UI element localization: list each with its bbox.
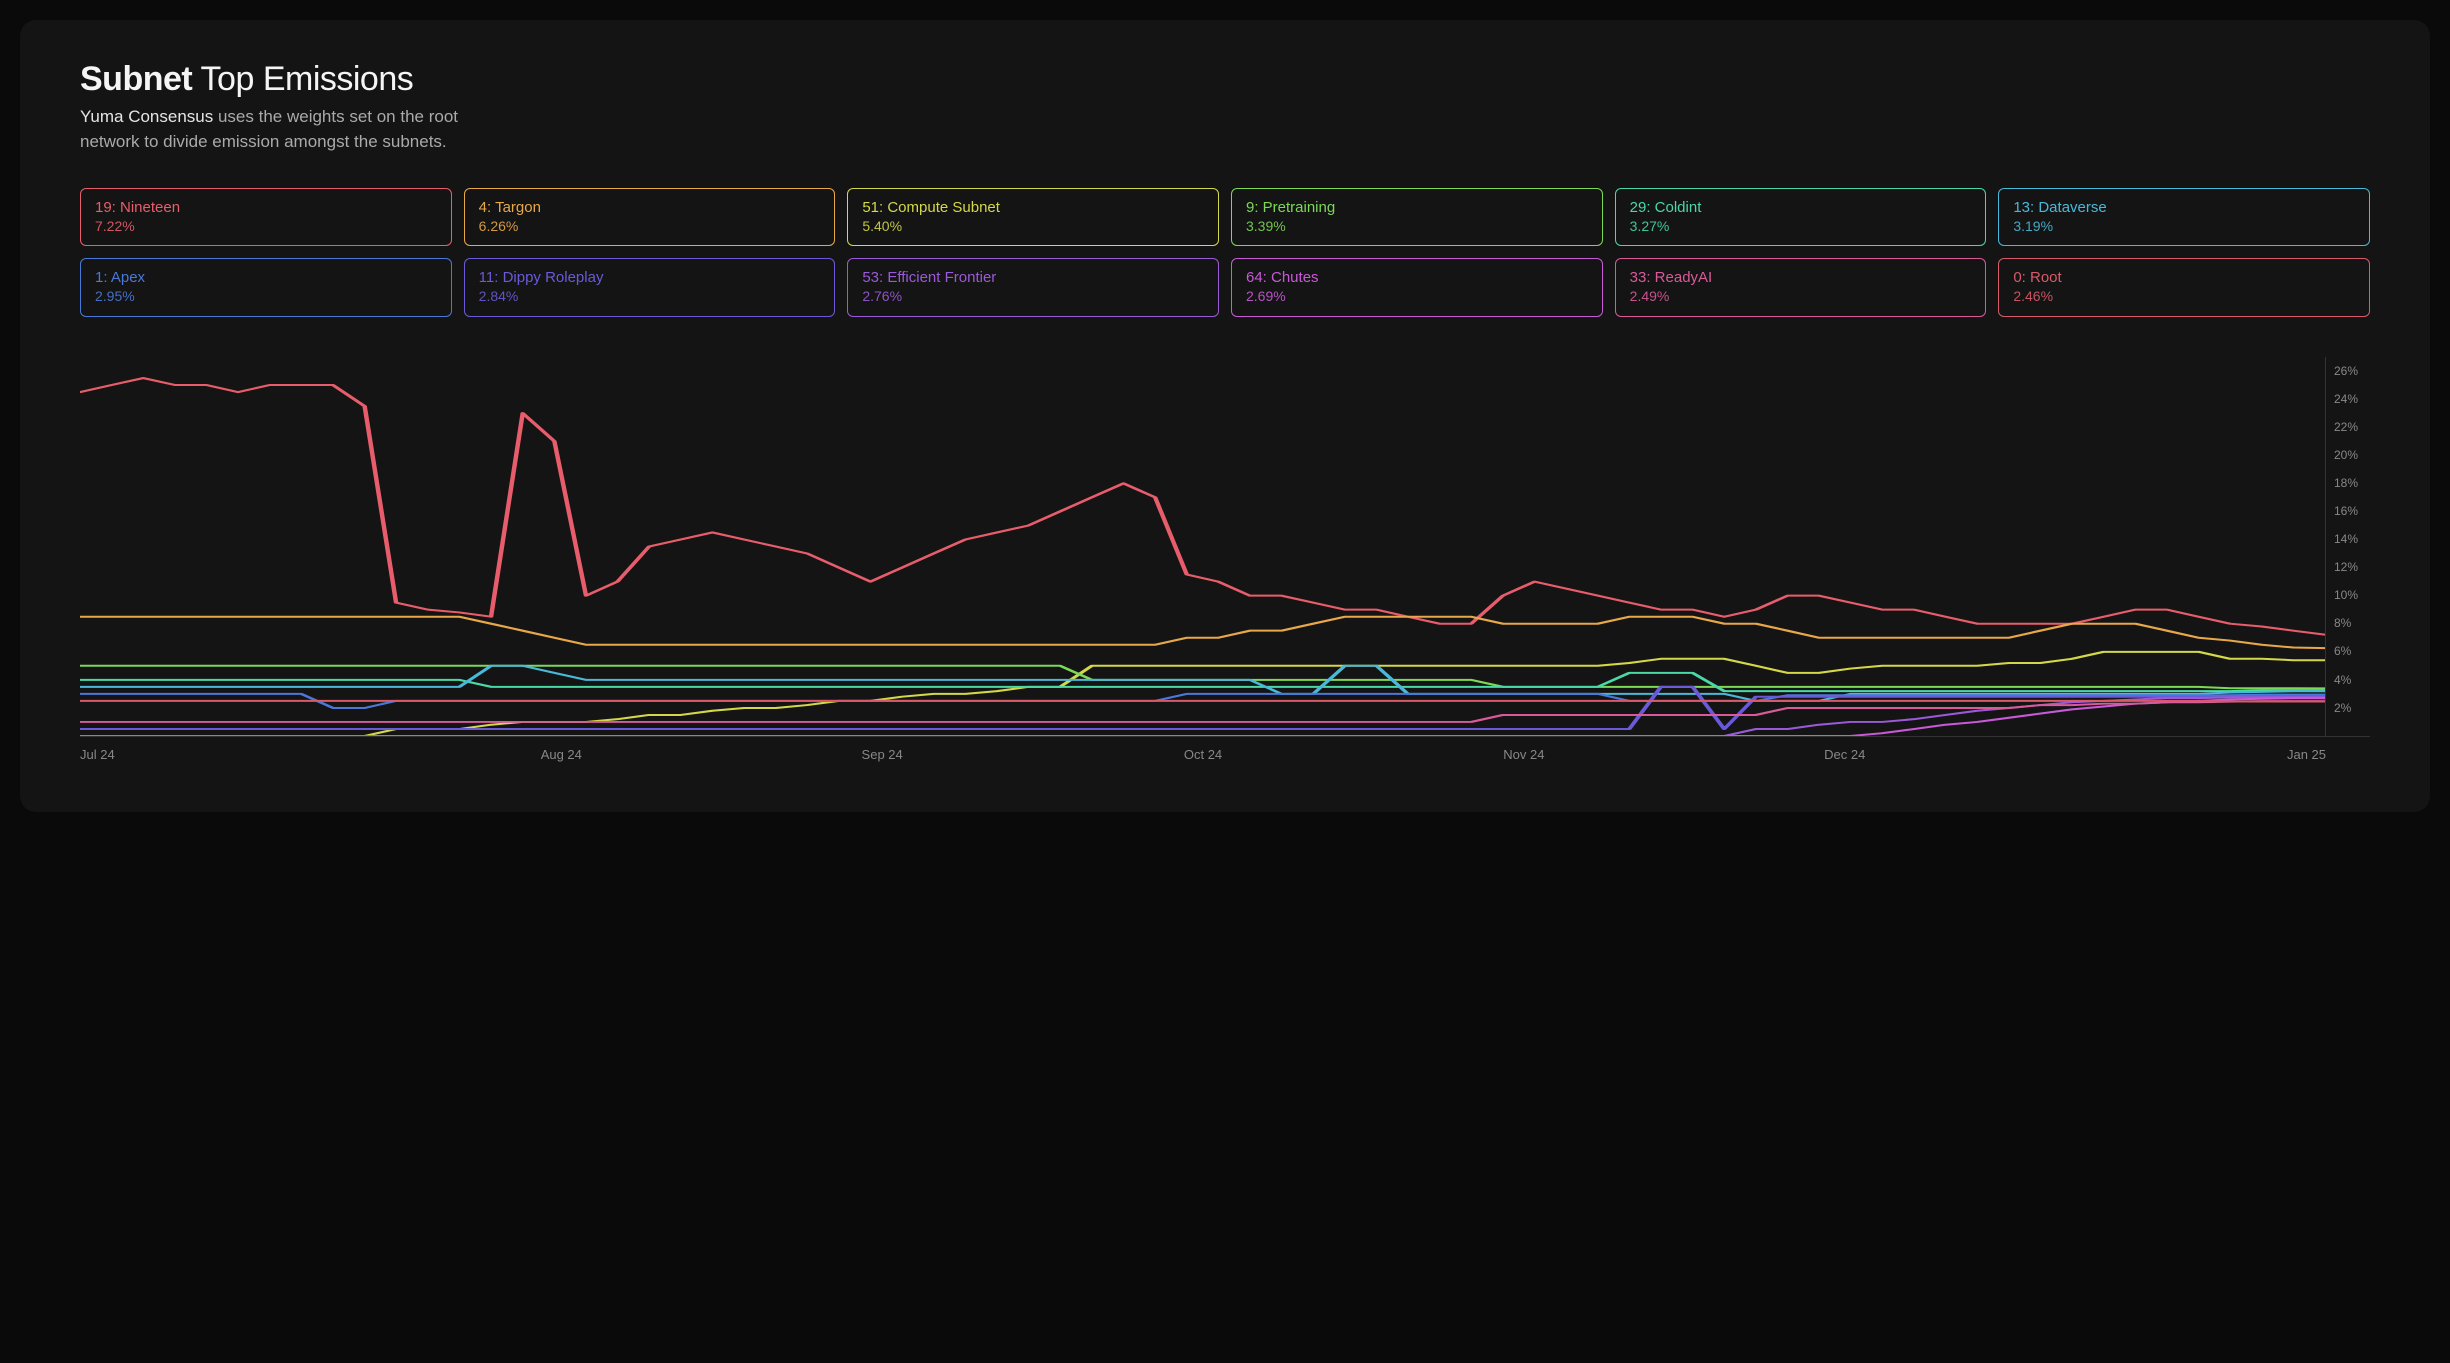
legend-card-4[interactable]: 4: Targon6.26% (464, 188, 836, 246)
x-tick: Oct 24 (1043, 747, 1364, 762)
legend-value: 5.40% (862, 217, 1204, 235)
x-tick: Aug 24 (401, 747, 722, 762)
legend-value: 3.27% (1630, 217, 1972, 235)
title-bold: Subnet (80, 60, 192, 98)
legend-card-51[interactable]: 51: Compute Subnet5.40% (847, 188, 1219, 246)
legend-value: 3.19% (2013, 217, 2355, 235)
y-tick: 16% (2334, 504, 2358, 518)
legend-name: 1: Apex (95, 269, 437, 287)
legend-card-0[interactable]: 0: Root2.46% (1998, 258, 2370, 316)
legend-value: 7.22% (95, 217, 437, 235)
series-line-4 (80, 616, 2325, 647)
chart-plot (80, 357, 2326, 736)
legend-name: 53: Efficient Frontier (862, 269, 1204, 287)
subtitle: Yuma Consensus uses the weights set on t… (80, 105, 500, 154)
legend-name: 33: ReadyAI (1630, 269, 1972, 287)
series-line-33 (80, 701, 2325, 722)
series-line-29 (80, 673, 2325, 691)
legend-value: 2.84% (479, 287, 821, 305)
y-tick: 8% (2334, 616, 2351, 630)
legend-card-11[interactable]: 11: Dippy Roleplay2.84% (464, 258, 836, 316)
x-axis: Jul 24Aug 24Sep 24Oct 24Nov 24Dec 24Jan … (80, 737, 2370, 762)
legend-name: 0: Root (2013, 269, 2355, 287)
series-line-53 (80, 697, 2325, 736)
legend-name: 4: Targon (479, 199, 821, 217)
title-light: Top Emissions (192, 60, 413, 98)
legend-name: 9: Pretraining (1246, 199, 1588, 217)
series-line-19 (80, 378, 2325, 635)
legend-value: 6.26% (479, 217, 821, 235)
chart-svg (80, 357, 2325, 736)
y-tick: 10% (2334, 588, 2358, 602)
legend-value: 2.69% (1246, 287, 1588, 305)
series-line-9 (80, 665, 2325, 688)
legend-card-19[interactable]: 19: Nineteen7.22% (80, 188, 452, 246)
y-tick: 6% (2334, 644, 2351, 658)
legend-value: 2.49% (1630, 287, 1972, 305)
y-tick: 4% (2334, 673, 2351, 687)
chart-area: 26% 24% 22% 20% 18% 16% 14% 12% 10% 8% 6% 4% 2% (80, 357, 2370, 737)
y-tick: 26% (2334, 364, 2358, 378)
legend-value: 2.46% (2013, 287, 2355, 305)
y-tick: 20% (2334, 448, 2358, 462)
x-tick: Dec 24 (1684, 747, 2005, 762)
series-line-0 (80, 701, 2325, 702)
legend-value: 3.39% (1246, 217, 1588, 235)
legend-name: 64: Chutes (1246, 269, 1588, 287)
dashboard-panel: Subnet Top Emissions Yuma Consensus uses… (20, 20, 2430, 812)
legend-card-29[interactable]: 29: Coldint3.27% (1615, 188, 1987, 246)
legend-name: 11: Dippy Roleplay (479, 269, 821, 287)
y-tick: 12% (2334, 560, 2358, 574)
legend-card-33[interactable]: 33: ReadyAI2.49% (1615, 258, 1987, 316)
x-tick: Jul 24 (80, 747, 401, 762)
y-tick: 18% (2334, 476, 2358, 490)
legend-name: 29: Coldint (1630, 199, 1972, 217)
x-tick: Nov 24 (1363, 747, 1684, 762)
y-tick: 24% (2334, 392, 2358, 406)
y-tick: 14% (2334, 532, 2358, 546)
legend-card-64[interactable]: 64: Chutes2.69% (1231, 258, 1603, 316)
legend-grid: 19: Nineteen7.22%4: Targon6.26%51: Compu… (80, 188, 2370, 316)
y-tick: 2% (2334, 701, 2351, 715)
x-tick: Jan 25 (2005, 747, 2326, 762)
subtitle-strong: Yuma Consensus (80, 107, 213, 126)
legend-card-13[interactable]: 13: Dataverse3.19% (1998, 188, 2370, 246)
emissions-chart: 26% 24% 22% 20% 18% 16% 14% 12% 10% 8% 6% 4% 2% Jul … (80, 357, 2370, 762)
x-tick: Sep 24 (722, 747, 1043, 762)
legend-card-53[interactable]: 53: Efficient Frontier2.76% (847, 258, 1219, 316)
legend-name: 19: Nineteen (95, 199, 437, 217)
y-axis: 26% 24% 22% 20% 18% 16% 14% 12% 10% 8% 6% 4% 2% (2326, 357, 2370, 736)
legend-name: 51: Compute Subnet (862, 199, 1204, 217)
legend-card-1[interactable]: 1: Apex2.95% (80, 258, 452, 316)
series-line-64 (80, 698, 2325, 736)
legend-value: 2.76% (862, 287, 1204, 305)
legend-name: 13: Dataverse (2013, 199, 2355, 217)
legend-card-9[interactable]: 9: Pretraining3.39% (1231, 188, 1603, 246)
legend-value: 2.95% (95, 287, 437, 305)
page-title: Subnet Top Emissions (80, 60, 2370, 99)
y-tick: 22% (2334, 420, 2358, 434)
